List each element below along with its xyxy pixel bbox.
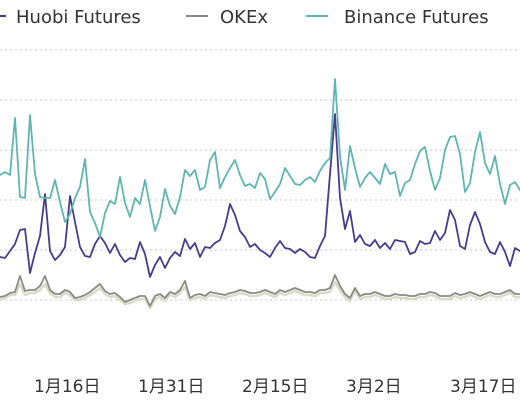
x-axis-ticks: 1月16日 1月31日 2月15日 3月2日 3月17日 bbox=[34, 377, 516, 397]
series-line-binance-futures bbox=[0, 78, 520, 238]
legend-label-binance-futures: Binance Futures bbox=[344, 7, 489, 28]
legend-label-okex: OKEx bbox=[220, 7, 268, 28]
x-tick-label: 2月15日 bbox=[242, 377, 308, 397]
series-line-unlabeled bbox=[0, 280, 520, 310]
legend: Huobi Futures OKEx Binance Futures bbox=[0, 7, 489, 28]
series-line-huobi-futures bbox=[0, 113, 520, 278]
x-tick-label: 1月31日 bbox=[138, 377, 204, 397]
series-lines bbox=[0, 78, 520, 310]
legend-label-huobi-futures: Huobi Futures bbox=[16, 7, 141, 28]
x-tick-label: 3月2日 bbox=[346, 377, 402, 397]
x-tick-label: 1月16日 bbox=[34, 377, 100, 397]
x-tick-label: 3月17日 bbox=[450, 377, 516, 397]
series-line-okex bbox=[0, 274, 520, 307]
